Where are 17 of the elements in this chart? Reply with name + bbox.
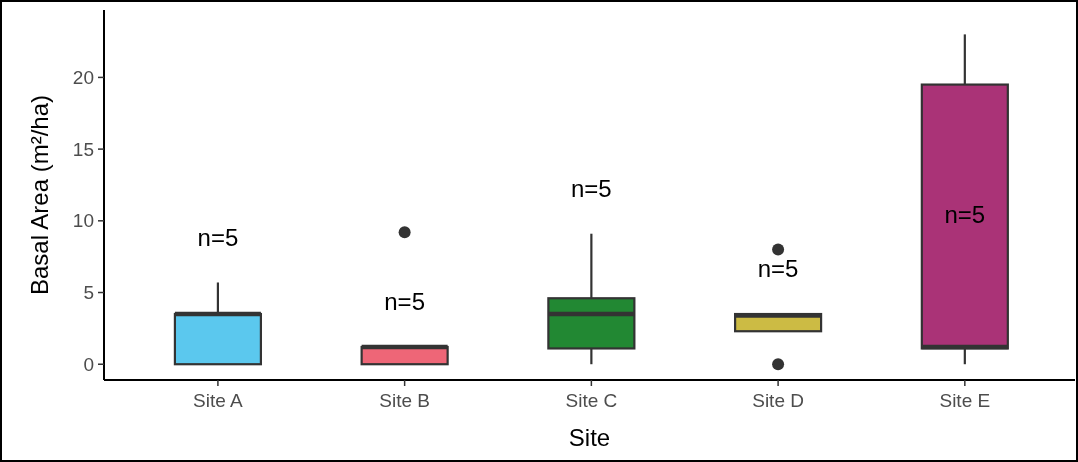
- annotation: n=5: [384, 288, 425, 316]
- x-axis-title: Site: [568, 424, 611, 451]
- y-tick-label: 5: [83, 282, 94, 304]
- x-tick-label: Site E: [939, 390, 991, 411]
- annotation: n=5: [197, 223, 239, 251]
- x-tick-label: Site A: [193, 390, 244, 411]
- y-axis-title: Basal Area (m²/ha): [26, 94, 53, 296]
- annotation: n=5: [944, 200, 986, 228]
- annotation: n=5: [757, 255, 799, 283]
- x-tick-label: Site C: [565, 390, 618, 411]
- y-tick-label: 15: [72, 138, 94, 160]
- y-tick-label: 0: [83, 353, 94, 375]
- x-tick-label: Site D: [752, 390, 804, 411]
- annotation: n=5: [571, 175, 612, 203]
- y-tick-label: 20: [72, 66, 94, 88]
- x-tick-label: Site B: [379, 390, 430, 411]
- y-tick-label: 10: [72, 210, 94, 232]
